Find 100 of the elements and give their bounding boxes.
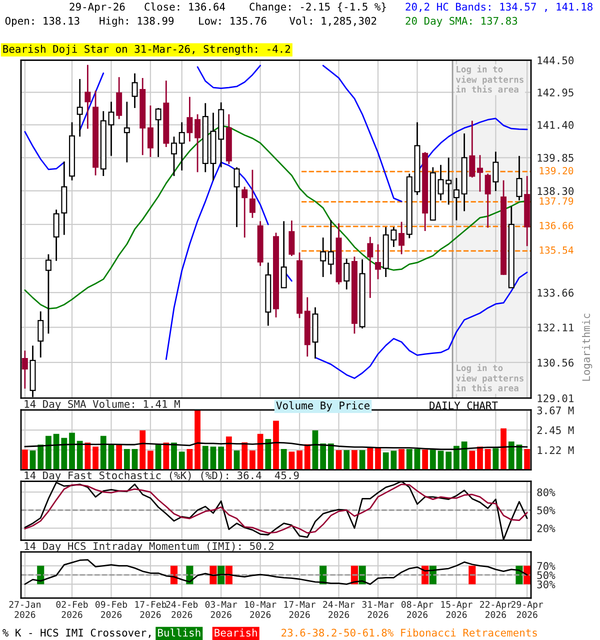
candlestick xyxy=(147,104,154,158)
bar xyxy=(69,432,75,470)
x-tick-label: 24-Feb 2026 xyxy=(166,600,198,618)
x-tick-label: 17-Feb 2026 xyxy=(135,600,166,618)
bar xyxy=(304,444,310,470)
text: Change: -2.15 {-1.5 %} xyxy=(250,2,386,13)
text: Bullish xyxy=(158,628,200,637)
line-series xyxy=(24,559,528,585)
bar xyxy=(116,444,122,470)
x-tick-label: 02-Feb 2026 xyxy=(56,600,88,618)
bar xyxy=(242,442,248,470)
line-series xyxy=(24,442,528,450)
bar xyxy=(446,452,452,470)
y-tick-label: 133.66 xyxy=(538,288,574,297)
chart-title: 14 Day Fast Stochastic (%K) (%D): 36.4 45.9 xyxy=(24,471,299,482)
bar xyxy=(288,452,295,470)
y-tick-label: 3.67 M xyxy=(537,406,574,414)
y-tick-label: 1.22 M xyxy=(538,446,574,454)
x-tick-label: 10-Mar 2026 xyxy=(245,601,276,618)
bar xyxy=(38,444,44,470)
bar xyxy=(367,447,374,470)
bar xyxy=(280,449,287,470)
bar xyxy=(226,436,232,470)
bar xyxy=(422,450,428,470)
candlestick xyxy=(477,154,483,192)
text: 20,2 HC Bands: 134.57 , 141.18 xyxy=(406,2,592,12)
text: Bearish Doji Star on 31-Mar-26, Strength: -4.2 xyxy=(3,44,290,55)
y-tick-label: 130.56 xyxy=(538,358,574,367)
bar xyxy=(273,420,279,470)
bar xyxy=(61,438,68,470)
bar xyxy=(250,450,256,470)
bar xyxy=(155,444,162,470)
bar xyxy=(328,443,334,470)
x-tick-label: 15-Apr 2026 xyxy=(441,601,472,618)
ref-line-label: 136.66 xyxy=(540,222,574,230)
bar xyxy=(186,449,193,470)
bar xyxy=(352,450,358,470)
bar xyxy=(484,449,491,470)
y-tick-label: 2.45 M xyxy=(537,426,574,434)
bar xyxy=(163,442,170,470)
x-tick-label: 17-Mar 2026 xyxy=(284,601,316,618)
text: Close: 136.64 xyxy=(144,2,226,11)
candlestick xyxy=(375,244,381,280)
candlestick xyxy=(194,114,201,173)
y-tick-label: 50% xyxy=(537,571,556,580)
x-tick-label: 08-Apr 2026 xyxy=(402,601,434,618)
candlestick xyxy=(178,122,185,172)
candlestick xyxy=(132,72,138,109)
candlestick xyxy=(76,78,83,138)
bar xyxy=(454,446,460,470)
band-label: Log in to view patterns in this area xyxy=(456,65,524,93)
bar xyxy=(210,446,216,470)
bar xyxy=(218,446,224,470)
x-tick-label: 09-Feb 2026 xyxy=(96,600,128,618)
bar xyxy=(202,446,208,470)
bar xyxy=(100,436,106,470)
y-tick-label: 142.95 xyxy=(538,88,574,96)
y-tick-label: 144.50 xyxy=(538,56,574,64)
candlestick xyxy=(116,76,122,120)
candlestick xyxy=(288,220,295,257)
bar xyxy=(46,436,52,470)
text: Low: 135.76 xyxy=(199,16,266,25)
candlestick xyxy=(186,96,193,142)
chart-title: 14 Day HCS Intraday Momentum (IMI): 50.2 xyxy=(24,542,274,552)
y-axis-title: Logarithmic xyxy=(582,314,592,381)
bar xyxy=(359,450,366,470)
bar xyxy=(296,450,302,470)
bar xyxy=(320,443,326,470)
candlestick xyxy=(367,236,374,299)
annotation: Volume By Price xyxy=(276,401,370,412)
x-tick-label: 22-Apr 2026 xyxy=(480,601,512,618)
text: Vol: 1,285,302 xyxy=(289,16,376,26)
candlestick xyxy=(320,236,326,278)
x-tick-label: 31-Mar 2026 xyxy=(362,601,394,618)
bar xyxy=(92,446,98,470)
bar xyxy=(234,450,240,470)
bar xyxy=(124,449,130,470)
bar xyxy=(414,449,420,470)
bar xyxy=(461,442,468,470)
candlestick xyxy=(84,64,91,130)
bar xyxy=(30,450,36,470)
text: 20 Day SMA: 137.83 xyxy=(406,16,518,27)
text: % K - HCS IMI Crossover, xyxy=(2,628,150,638)
y-tick-label: 70% xyxy=(537,562,556,570)
y-tick-label: 50% xyxy=(537,506,556,514)
candlestick xyxy=(469,120,476,178)
bar xyxy=(469,450,476,470)
bar xyxy=(492,448,499,470)
bar xyxy=(398,449,404,470)
bar xyxy=(524,449,530,470)
ref-line-label: 137.79 xyxy=(540,197,574,205)
candlestick xyxy=(22,350,28,390)
y-tick-label: 132.11 xyxy=(538,324,574,332)
bar xyxy=(132,449,138,470)
y-tick-label: 138.30 xyxy=(538,187,574,195)
text: High: 138.99 xyxy=(100,16,174,27)
bar xyxy=(344,450,350,470)
bar xyxy=(76,440,83,470)
candlestick xyxy=(171,136,177,177)
x-tick-label: 03-Mar 2026 xyxy=(205,601,238,618)
